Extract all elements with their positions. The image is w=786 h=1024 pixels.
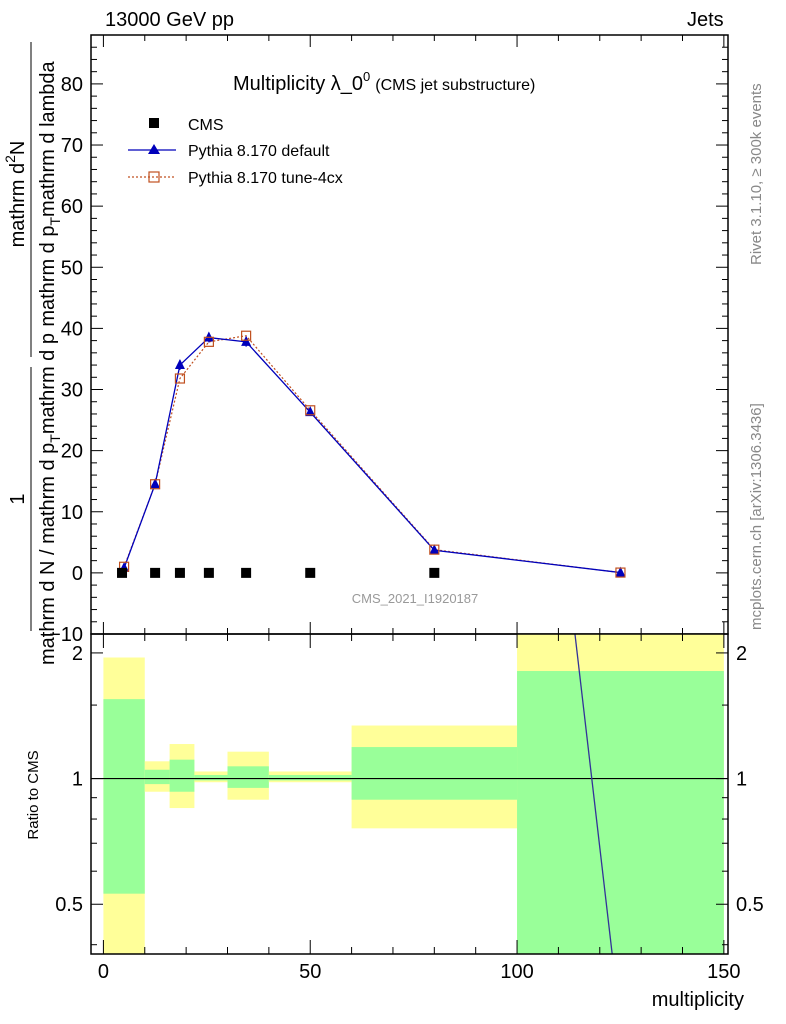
ratio-band-inner [144, 769, 170, 785]
ylabel-frac-denominator: mathrm d N / mathrm d pTmathrm d p [37, 333, 63, 665]
default-point [305, 406, 316, 417]
cms-point [241, 567, 252, 578]
ylabel-frac-numerator: 1 [7, 493, 29, 504]
ratio-ytick-label: 1 [72, 769, 83, 791]
main-ytick-label: −10 [49, 624, 83, 646]
xtick-label: 150 [707, 961, 740, 983]
default-point [203, 331, 214, 342]
xtick-label: 0 [98, 961, 109, 983]
ratio-panel: 0.5 0.5 1 1 2 2 0 50 100 150 Ratio to CMS multipl… [25, 633, 764, 1011]
cms-point [174, 567, 185, 578]
default-point [150, 478, 161, 489]
tune-point [150, 479, 161, 490]
tune-point [429, 544, 440, 555]
ratio-ticks: 0.5 0.5 1 1 2 2 0 50 100 150 [55, 634, 764, 983]
main-plot-area [91, 35, 728, 634]
default-point [429, 544, 440, 555]
ratio-band-inner [227, 766, 269, 788]
ratio-ytick-label-right: 1 [736, 769, 747, 791]
ylabel-line2: mathrm d pTmathrm d lambda [37, 60, 63, 326]
tune-point [615, 567, 626, 578]
ratio-band-inner [351, 747, 518, 800]
cms-point [429, 567, 440, 578]
ratio-ytick-label-right: 2 [736, 643, 747, 665]
header-right: Jets [687, 9, 724, 31]
main-ytick-label: 10 [61, 502, 83, 524]
ratio-band-inner [268, 774, 352, 781]
main-ytick-label: 60 [61, 196, 83, 218]
ratio-marks [91, 633, 728, 955]
legend-default-label: Pythia 8.170 default [188, 143, 330, 160]
legend-tune-label: Pythia 8.170 tune-4cx [188, 170, 343, 187]
analysis-label: CMS_2021_I1920187 [352, 591, 479, 606]
main-ytick-label: 30 [61, 380, 83, 402]
cms-point [203, 567, 214, 578]
main-ytick-label: 40 [61, 318, 83, 340]
chart-title: Multiplicity λ_00(CMS jet substructure) [233, 69, 535, 95]
legend-cms-marker [149, 118, 159, 128]
xtick-label: 50 [299, 961, 321, 983]
ratio-band-inner [194, 774, 228, 781]
main-ytick-label: 70 [61, 135, 83, 157]
ratio-ytick-label: 0.5 [55, 894, 83, 916]
main-ytick-label: 80 [61, 74, 83, 96]
legend-tune-marker [148, 171, 160, 183]
ylabel-line1: mathrm d2N [2, 141, 29, 248]
header-left: 13000 GeV pp [105, 9, 234, 31]
tune-point [174, 373, 186, 384]
cms-point [150, 567, 161, 578]
main-ticks: −10 0 10 20 30 40 50 60 70 80 [49, 34, 728, 646]
legend: CMS Pythia 8.170 default Pythia 8.170 tu… [128, 117, 343, 187]
ratio-band-inner [103, 699, 145, 894]
xtick-label: 100 [500, 961, 533, 983]
tune-point [203, 336, 214, 347]
ratio-frame [90, 633, 729, 955]
default-point [615, 566, 626, 577]
main-ytick-label: 0 [72, 563, 83, 585]
ratio-ylabel: Ratio to CMS [25, 750, 42, 839]
cms-point [117, 567, 128, 578]
ratio-band-inner [517, 671, 724, 954]
tune-point [241, 330, 252, 341]
main-marks [117, 330, 626, 578]
legend-cms-label: CMS [188, 117, 224, 134]
main-ytick-label: 50 [61, 257, 83, 279]
tune-point [305, 405, 316, 416]
ratio-default-line [574, 633, 613, 955]
series-default-line [123, 336, 621, 574]
cms-point [305, 567, 316, 578]
main-ylabel: 1 mathrm d N / mathrm d pTmathrm d p mat… [2, 42, 63, 665]
ratio-band-inner [169, 759, 195, 792]
main-panel: −10 0 10 20 30 40 50 60 70 80 Multiplicity λ_00(C… [2, 34, 729, 665]
legend-default-marker [148, 144, 160, 154]
xlabel: multiplicity [652, 989, 744, 1011]
ratio-ytick-label-right: 0.5 [736, 894, 764, 916]
ratio-ytick-label: 2 [72, 643, 83, 665]
default-point [241, 335, 252, 346]
default-point [174, 359, 185, 370]
main-ytick-label: 20 [61, 441, 83, 463]
